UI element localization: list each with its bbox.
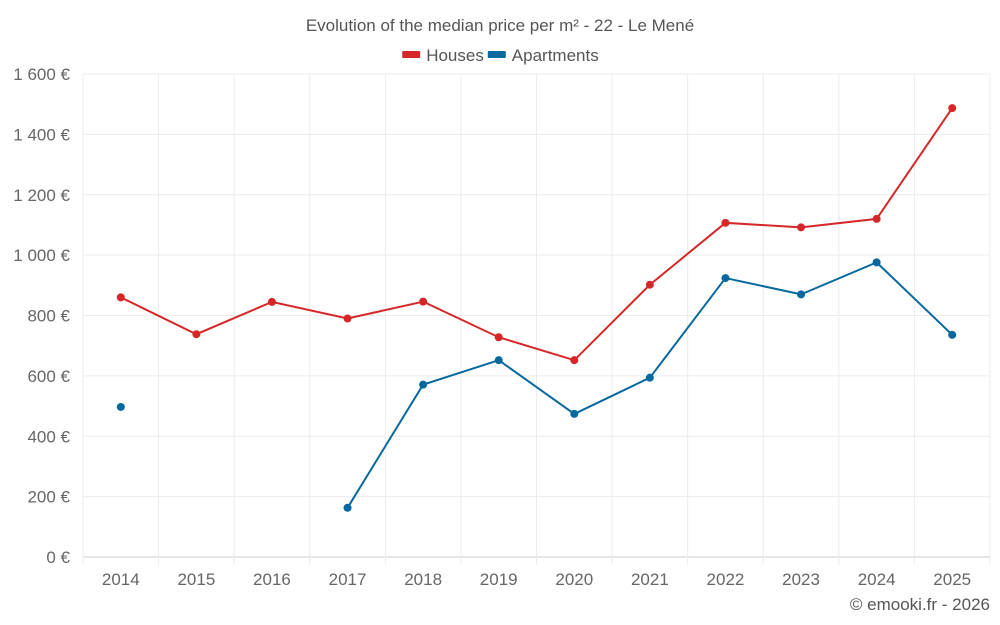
y-tick-label: 1 400 € [13,125,70,144]
series-apartments [116,258,957,512]
x-tick-label: 2022 [707,570,745,589]
data-point[interactable] [721,218,730,227]
legend-swatch [402,51,421,58]
data-point[interactable] [494,333,503,342]
y-axis-ticks: 0 € 200 € 400 € 600 € 800 € 1 000 € 1 200 € 1 4… [13,65,70,567]
data-point[interactable] [267,297,276,306]
x-tick-label: 2025 [933,570,971,589]
data-point[interactable] [797,223,806,232]
legend-item-houses[interactable]: Houses [402,46,484,65]
x-axis-ticks: 2014 2015 2016 2017 2018 2019 2020 2021 2022 2023… [102,570,971,589]
data-point[interactable] [343,503,352,512]
series-line [120,107,954,362]
data-point[interactable] [494,356,503,365]
data-point[interactable] [116,402,125,411]
x-tick-label: 2019 [480,570,518,589]
data-point[interactable] [570,409,579,418]
legend-label: Apartments [512,46,599,65]
legend-swatch [487,51,506,58]
y-tick-label: 800 € [27,307,70,326]
y-tick-label: 1 600 € [13,65,70,84]
data-point[interactable] [570,356,579,365]
legend-item-apartments[interactable]: Apartments [487,46,599,65]
series-houses [116,104,957,365]
legend-label: Houses [426,46,484,65]
chart-title: Evolution of the median price per m² - 2… [306,16,694,35]
x-tick-label: 2014 [102,570,140,589]
x-tick-label: 2018 [404,570,442,589]
y-tick-label: 600 € [27,367,70,386]
y-tick-label: 0 € [46,548,70,567]
data-point[interactable] [343,314,352,323]
x-tick-label: 2015 [177,570,215,589]
x-tick-label: 2020 [555,570,593,589]
data-point[interactable] [948,104,957,113]
data-point[interactable] [872,258,881,267]
y-tick-label: 400 € [27,427,70,446]
x-tick-label: 2017 [329,570,367,589]
x-gridlines [82,74,991,565]
y-tick-label: 1 000 € [13,246,70,265]
data-point[interactable] [645,373,654,382]
data-point[interactable] [948,330,957,339]
data-point[interactable] [721,274,730,283]
x-tick-label: 2021 [631,570,669,589]
data-point[interactable] [192,330,201,339]
x-tick-label: 2024 [858,570,896,589]
x-tick-label: 2023 [782,570,820,589]
series-line [346,261,953,509]
chart-series [116,104,957,512]
x-tick-label: 2016 [253,570,291,589]
data-point[interactable] [419,380,428,389]
data-point[interactable] [419,297,428,306]
data-point[interactable] [645,280,654,289]
data-point[interactable] [116,293,125,302]
data-point[interactable] [797,290,806,299]
copyright-credit: © emooki.fr - 2026 [849,595,990,614]
y-tick-label: 200 € [27,488,70,507]
data-point[interactable] [872,214,881,223]
chart-legend: Houses Apartments [402,46,599,65]
y-tick-label: 1 200 € [13,186,70,205]
